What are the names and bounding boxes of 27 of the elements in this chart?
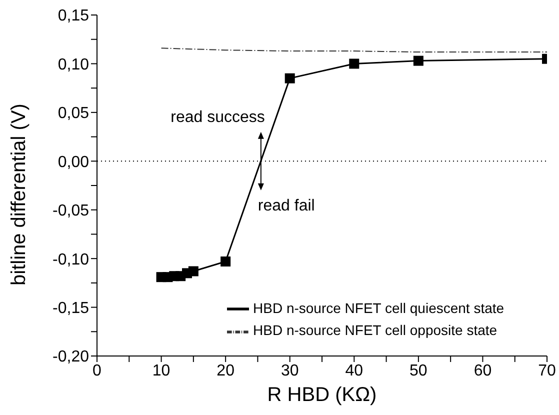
annotation: read fail	[258, 197, 315, 214]
x-axis-title: R HBD (KΩ)	[267, 384, 377, 406]
legend-label: HBD n-source NFET cell quiescent state	[253, 300, 504, 316]
point	[220, 256, 231, 266]
point	[349, 58, 360, 69]
legend-label: HBD n-source NFET cell opposite state	[253, 322, 498, 338]
y-axis-title: bitline differential (V)	[8, 104, 30, 286]
x-tick-label: 60	[474, 362, 492, 380]
x-tick-label: 70	[538, 362, 556, 380]
y-tick-label: -0,20	[52, 348, 90, 366]
annotation: read success	[170, 108, 265, 126]
x-tick-label: 30	[280, 362, 299, 380]
y-tick-label: 0,00	[58, 154, 90, 171]
x-tick-label: 40	[345, 362, 364, 380]
x-tick-label: 10	[152, 362, 170, 380]
y-tick-label: 0,05	[58, 105, 90, 122]
x-tick-label: 20	[216, 362, 235, 380]
y-tick-label: -0,10	[52, 251, 90, 268]
y-tick-label: -0,05	[52, 202, 90, 220]
y-tick-label: -0,15	[52, 300, 90, 317]
y-tick-label: 0,15	[58, 8, 90, 25]
x-tick-label: 50	[410, 362, 428, 380]
y-tick-label: 0,10	[58, 56, 90, 74]
point	[413, 56, 424, 66]
point	[284, 73, 295, 84]
x-tick-label: 0	[92, 362, 102, 380]
point	[188, 266, 198, 276]
